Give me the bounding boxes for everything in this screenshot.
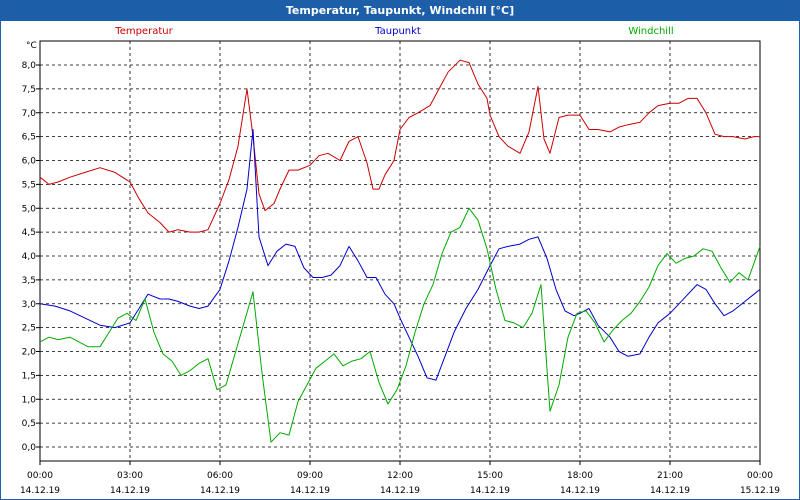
y-tick-label: 4,0 <box>22 252 37 262</box>
x-tick-time: 21:00 <box>657 471 683 481</box>
y-axis-ticks: 0,0 0,5 1,0 1,5 2,0 2,5 3,0 3,5 4,0 4,5 5,0 5,5 6,0 6… <box>22 61 40 453</box>
x-tick-time: 09:00 <box>297 471 323 481</box>
y-tick-label: 6,5 <box>22 133 36 143</box>
series-lines <box>39 59 761 443</box>
y-tick-label: 0,0 <box>22 443 37 453</box>
x-tick-date: 14.12.19 <box>650 486 690 496</box>
x-tick-time: 00:00 <box>747 471 773 481</box>
y-tick-label: 1,0 <box>22 395 37 405</box>
y-tick-label: 4,5 <box>22 228 36 238</box>
x-tick-time: 12:00 <box>387 471 413 481</box>
y-tick-label: 3,5 <box>22 276 36 286</box>
series-line-taupunkt <box>39 129 761 381</box>
grid-lines <box>40 41 760 461</box>
y-tick-label: 7,0 <box>22 109 37 119</box>
y-tick-label: 2,0 <box>22 348 37 358</box>
x-tick-date: 14.12.19 <box>380 486 420 496</box>
x-tick-time: 03:00 <box>117 471 143 481</box>
x-tick-date: 14.12.19 <box>200 486 240 496</box>
y-tick-label: 8,0 <box>22 61 37 71</box>
y-tick-label: 5,5 <box>22 180 36 190</box>
x-tick-date: 14.12.19 <box>560 486 600 496</box>
x-tick-time: 18:00 <box>567 471 593 481</box>
x-tick-date: 14.12.19 <box>470 486 510 496</box>
y-tick-label: 6,0 <box>22 157 37 167</box>
y-axis-label: °C <box>26 41 37 51</box>
legend-windchill: Windchill <box>628 26 673 37</box>
y-tick-label: 0,5 <box>22 419 36 429</box>
y-tick-label: 2,5 <box>22 324 36 334</box>
x-tick-time: 00:00 <box>27 471 53 481</box>
legend-temperatur: Temperatur <box>114 26 173 37</box>
series-line-windchill <box>39 207 761 443</box>
x-axis-ticks: 00:00 14.12.19 03:00 14.12.19 06:00 14.12.19 0… <box>20 461 780 496</box>
x-tick-date: 14.12.19 <box>110 486 150 496</box>
y-tick-label: 5,0 <box>22 204 37 214</box>
x-tick-time: 15:00 <box>477 471 503 481</box>
x-tick-date: 14.12.19 <box>290 486 330 496</box>
x-tick-date: 15.12.19 <box>740 486 780 496</box>
y-tick-label: 1,5 <box>22 371 36 381</box>
window-title: Temperatur, Taupunkt, Windchill [°C] <box>1 1 799 21</box>
x-tick-date: 14.12.19 <box>20 486 60 496</box>
series-line-temperatur <box>39 59 760 233</box>
x-tick-time: 06:00 <box>207 471 233 481</box>
y-tick-label: 7,5 <box>22 85 36 95</box>
legend-taupunkt: Taupunkt <box>374 26 421 37</box>
y-tick-label: 3,0 <box>22 300 37 310</box>
